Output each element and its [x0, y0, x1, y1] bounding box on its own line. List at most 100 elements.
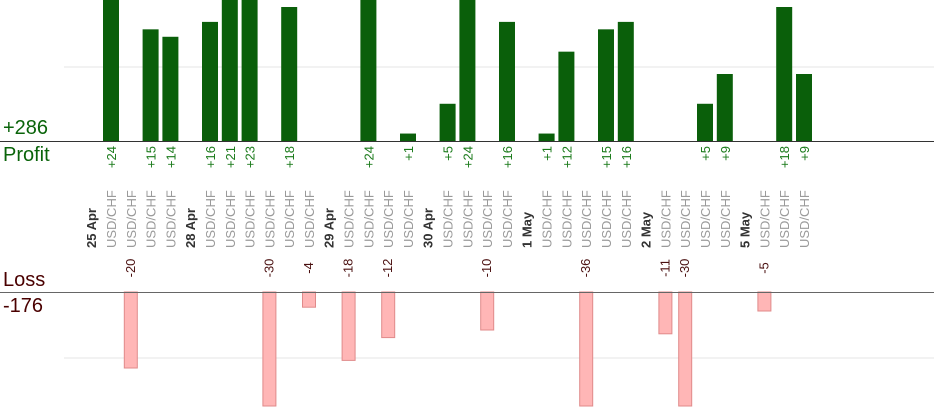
category-label: USD/CHF: [342, 190, 357, 248]
category-label: USD/CHF: [282, 190, 297, 248]
profit-value-label: +18: [282, 146, 297, 168]
profit-bar: [558, 51, 575, 141]
profit-bar: [598, 29, 614, 141]
category-label: USD/CHF: [401, 190, 416, 248]
profit-bar: [103, 0, 119, 141]
loss-value-label: -5: [756, 262, 771, 274]
profit-bar: [281, 7, 298, 141]
profit-value-label: +5: [698, 146, 713, 161]
category-label: USD/CHF: [559, 190, 574, 248]
category-label: USD/CHF: [460, 190, 475, 248]
profit-bar: [499, 21, 515, 142]
profit-bar: [360, 0, 377, 141]
date-label: 1 May: [520, 211, 535, 248]
profit-value-label: +24: [460, 146, 475, 168]
loss-value-label: -4: [301, 262, 316, 274]
category-label: USD/CHF: [104, 190, 119, 248]
loss-value-label: -36: [578, 259, 593, 278]
profit-value-label: +15: [599, 146, 614, 168]
category-label: USD/CHF: [144, 190, 159, 248]
loss-bar: [123, 291, 138, 369]
category-label: USD/CHF: [619, 190, 634, 248]
category-label: USD/CHF: [698, 190, 713, 248]
profit-value-label: +14: [163, 146, 178, 168]
profit-value-label: +12: [559, 146, 574, 168]
loss-total: -176: [3, 295, 44, 317]
profit-label: Profit: [3, 144, 50, 166]
category-label: USD/CHF: [718, 190, 733, 248]
profit-value-label: +23: [243, 146, 258, 168]
date-label: 28 Apr: [183, 208, 198, 248]
profit-bar: [538, 133, 555, 141]
labels-group: USD/CHF 25 Apr +24 USD/CHF -20 USD/CHF +15 USD/…: [84, 146, 812, 277]
loss-bar: [678, 291, 693, 407]
category-label: USD/CHF: [223, 190, 238, 248]
loss-bar: [262, 291, 277, 407]
category-label: USD/CHF: [480, 190, 495, 248]
loss-value-label: -12: [380, 259, 395, 278]
profit-value-label: +16: [203, 146, 218, 168]
date-label: 29 Apr: [322, 208, 337, 248]
profit-bar: [439, 103, 456, 141]
category-label: USD/CHF: [302, 190, 317, 248]
profit-bar: [776, 7, 793, 141]
category-label: USD/CHF: [441, 190, 456, 248]
loss-value-label: -10: [479, 259, 494, 278]
category-label: USD/CHF: [381, 190, 396, 248]
bars-group: [103, 0, 812, 407]
profit-bar: [142, 29, 159, 141]
profit-value-label: +1: [401, 146, 416, 161]
profit-value-label: +24: [361, 146, 376, 168]
profit-value-label: +1: [540, 146, 555, 161]
date-label: 5 May: [737, 211, 752, 248]
profit-bar: [697, 103, 713, 141]
profit-bar: [241, 0, 258, 141]
category-label: USD/CHF: [757, 190, 772, 248]
profit-bar: [796, 74, 812, 141]
profit-value-label: +16: [619, 146, 634, 168]
profit-value-label: +24: [104, 146, 119, 168]
loss-value-label: -30: [677, 259, 692, 278]
category-label: USD/CHF: [797, 190, 812, 248]
loss-bar: [341, 291, 356, 361]
category-label: USD/CHF: [599, 190, 614, 248]
profit-bar: [202, 21, 218, 142]
loss-value-label: -18: [341, 259, 356, 278]
profit-bar: [162, 36, 179, 141]
profit-bar: [716, 74, 733, 141]
loss-bar: [757, 291, 772, 312]
category-label: USD/CHF: [361, 190, 376, 248]
category-label: USD/CHF: [777, 190, 792, 248]
category-label: USD/CHF: [243, 190, 258, 248]
profit-value-label: +15: [144, 146, 159, 168]
loss-bar: [658, 291, 673, 335]
category-label: USD/CHF: [540, 190, 555, 248]
category-label: USD/CHF: [262, 190, 277, 248]
category-label: USD/CHF: [678, 190, 693, 248]
profit-bar: [400, 133, 416, 141]
profit-bar: [459, 0, 476, 141]
profit-value-label: +16: [500, 146, 515, 168]
loss-value-label: -11: [657, 259, 672, 277]
profit-value-label: +18: [777, 146, 792, 168]
loss-label: Loss: [3, 269, 46, 291]
loss-bar: [302, 291, 316, 308]
loss-bar: [381, 291, 396, 339]
category-label: USD/CHF: [658, 190, 673, 248]
profit-value-label: +21: [223, 146, 238, 168]
date-label: 2 May: [638, 211, 653, 248]
profit-value-label: +5: [441, 146, 456, 161]
category-label: USD/CHF: [579, 190, 594, 248]
date-label: 30 Apr: [421, 208, 436, 248]
profit-value-label: +9: [797, 146, 812, 161]
profit-bar: [221, 0, 238, 141]
date-label: 25 Apr: [84, 208, 99, 248]
loss-bar: [579, 291, 594, 407]
loss-value-label: -30: [261, 259, 276, 278]
category-label: USD/CHF: [500, 190, 515, 248]
loss-bar: [480, 291, 495, 331]
category-label: USD/CHF: [203, 190, 218, 248]
loss-value-label: -20: [123, 259, 138, 278]
profit-bar: [617, 21, 634, 142]
